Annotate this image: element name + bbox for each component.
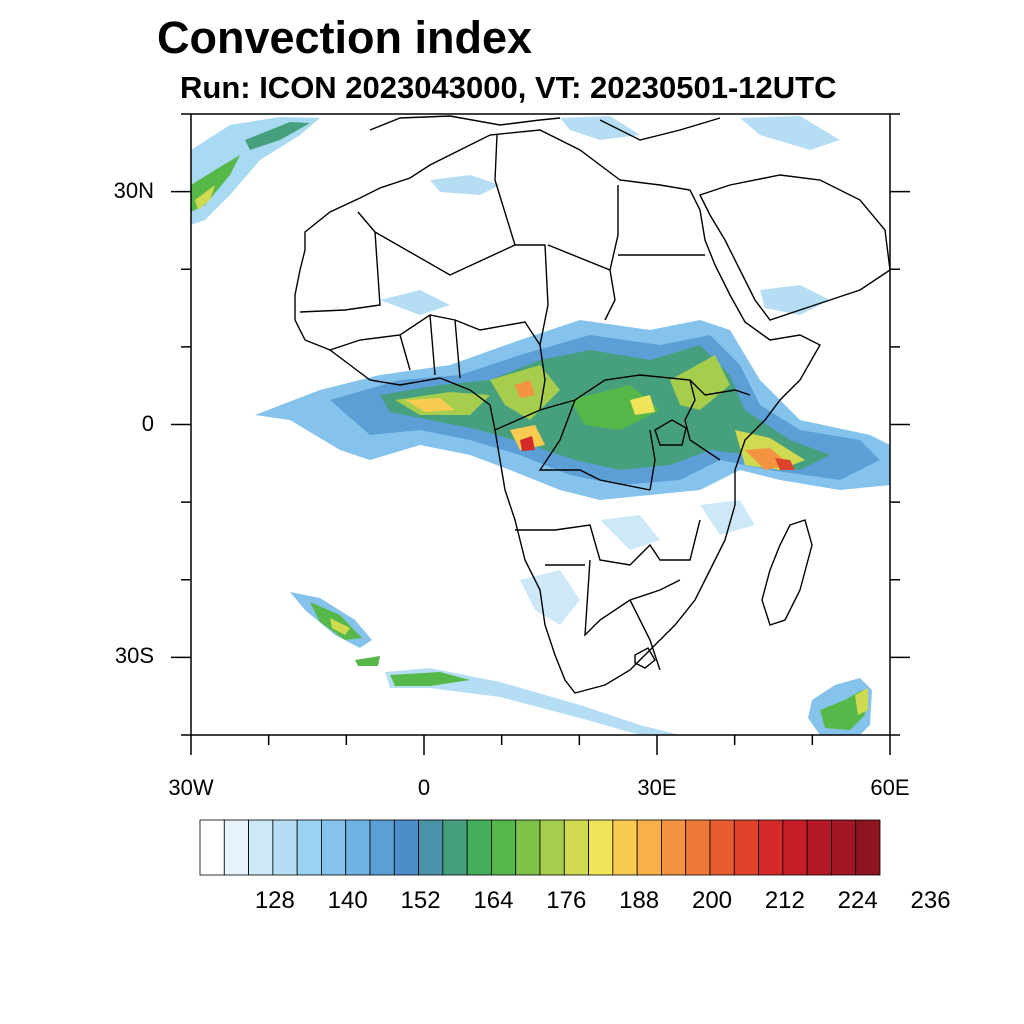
colorbar-swatch xyxy=(636,819,662,876)
coastlines xyxy=(294,115,890,694)
borders-central xyxy=(494,344,751,491)
lon-tick-label: 60E xyxy=(870,775,910,800)
colorbar-label: 176 xyxy=(546,887,587,914)
colorbar-swatch xyxy=(296,819,322,876)
colorbar-swatch xyxy=(709,819,735,876)
colorbar-swatch xyxy=(563,819,589,876)
chart-subtitle: Run: ICON 2023043000, VT: 20230501-12UTC xyxy=(180,70,837,105)
colorbar-swatch xyxy=(369,819,395,876)
colorbar-swatch xyxy=(199,819,225,876)
colorbar-swatch xyxy=(539,819,565,876)
europe-coastline xyxy=(369,115,721,141)
lat-tick-label: 30N xyxy=(113,177,154,203)
colorbar-swatch xyxy=(685,819,711,876)
colorbar-swatch xyxy=(515,819,541,876)
southern-africa-scatter xyxy=(520,500,755,625)
colorbar-swatch xyxy=(588,819,614,876)
lake-victoria xyxy=(654,419,687,446)
colorbar-swatch xyxy=(321,819,347,876)
lat-tick-label: 0 xyxy=(141,410,154,436)
colorbar-label: 224 xyxy=(837,887,878,914)
arabia-coastline xyxy=(699,174,890,321)
lat-tick-label: 30S xyxy=(114,643,154,669)
colorbar-label: 212 xyxy=(764,887,805,914)
colorbar-swatch xyxy=(758,819,784,876)
colorbar-label: 164 xyxy=(473,887,514,914)
colorbar-swatch xyxy=(345,819,371,876)
colorbar-swatch xyxy=(491,819,517,876)
colorbar-swatch xyxy=(831,819,857,876)
north-atlantic-band xyxy=(191,117,320,225)
colorbar-swatch xyxy=(782,819,808,876)
colorbar-swatch xyxy=(248,819,274,876)
colorbar-swatch xyxy=(733,819,759,876)
lon-tick-label: 30W xyxy=(168,775,214,800)
lon-tick-label: 30E xyxy=(637,775,677,800)
africa-coastline xyxy=(294,129,821,694)
borders-west xyxy=(329,314,541,379)
colorbar-swatch xyxy=(806,819,832,876)
tick-marks xyxy=(171,113,910,755)
colorbar-label: 188 xyxy=(619,887,660,914)
colorbar-label: 128 xyxy=(254,887,295,914)
madagascar-coastline xyxy=(761,519,813,626)
colorbar-swatch xyxy=(223,819,249,876)
colorbar-label: 152 xyxy=(400,887,441,914)
colorbar-swatch xyxy=(855,819,881,876)
colorbar-swatch xyxy=(393,819,419,876)
borders-south xyxy=(515,519,701,671)
convection-field xyxy=(191,116,890,735)
lesotho-outline xyxy=(634,647,656,669)
colorbar-swatch xyxy=(612,819,638,876)
south-atlantic-band xyxy=(290,592,680,735)
northern-scatter xyxy=(380,116,840,315)
colorbar-swatch xyxy=(418,819,444,876)
chart-title: Convection index xyxy=(157,12,533,63)
colorbar-label: 140 xyxy=(327,887,368,914)
colorbar-swatch xyxy=(272,819,298,876)
equatorial-belt xyxy=(255,320,890,500)
colorbar xyxy=(199,819,881,876)
lon-tick-label: 0 xyxy=(417,775,431,800)
colorbar-swatch xyxy=(661,819,687,876)
colorbar-label: 200 xyxy=(691,887,733,914)
southern-indian-ocean xyxy=(808,678,872,735)
colorbar-swatch xyxy=(466,819,492,876)
borders-north xyxy=(299,134,705,346)
colorbar-label: 236 xyxy=(910,887,951,914)
colorbar-swatch xyxy=(442,819,468,876)
